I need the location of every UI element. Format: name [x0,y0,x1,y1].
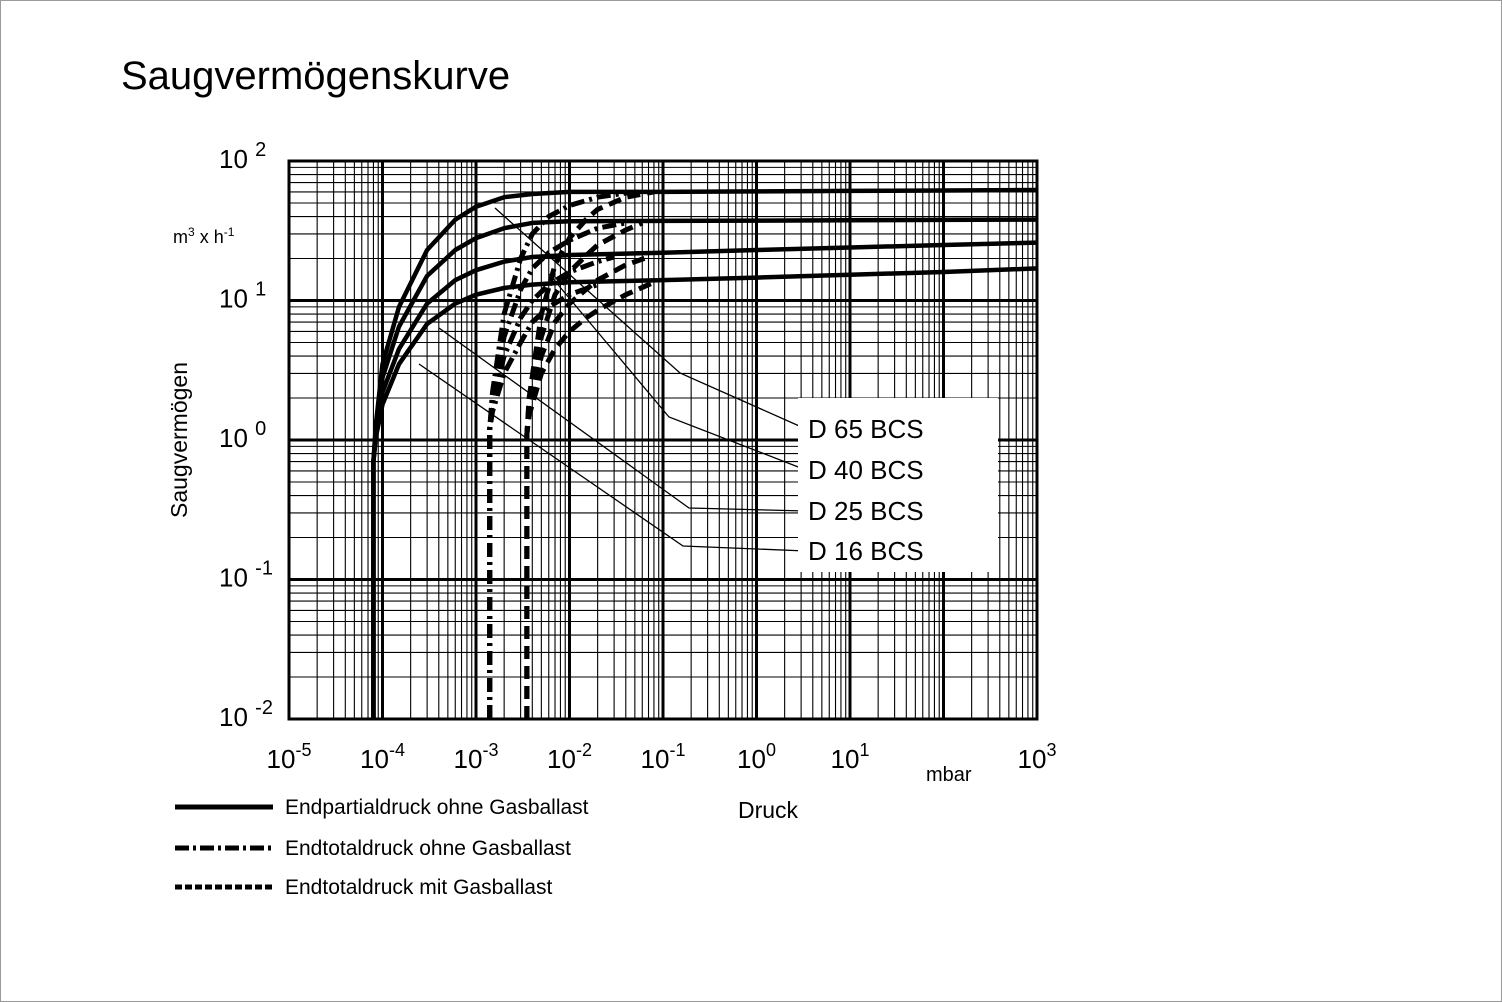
leader-layer [418,207,807,552]
chart-title: Saugvermögenskurve [121,54,510,98]
series-label-layer: D 65 BCS D 40 BCS D 25 BCS D 16 BCS [808,414,924,566]
plot-border [287,159,1039,721]
y-unit-text: m3 x h-1 [173,225,235,247]
y-unit-label: m3 x h-1 [173,225,235,247]
series-line-d-16-bcs-solid [371,266,1038,719]
legend-label: Endtotaldruck ohne Gasballast [285,837,571,860]
x-tick-label: 10-2 [547,740,592,774]
x-tick-label: 103 [1018,740,1057,774]
x-tick-label: 10-3 [454,740,499,774]
leader-line [494,207,807,430]
series-line-d-65-bcs-dashdot [487,189,643,719]
series-label-box [798,398,998,572]
y-tick-label: 10 -1 [219,558,273,593]
x-axis-label: Druck [738,797,799,823]
x-tick-label: 10-1 [641,740,686,774]
y-tick-label: 10 0 [219,418,266,453]
legend-label: Endtotaldruck mit Gasballast [285,876,552,899]
x-unit-label: mbar [926,764,972,786]
grid-layer [289,161,1037,719]
series-line-d-25-bcs-dashed [524,254,650,719]
x-tick-label: 10-4 [360,740,405,774]
y-axis-label: Saugvermögen [166,362,192,518]
y-tick-label: 10 -2 [219,697,273,732]
y-tick-label: 10 1 [219,279,266,314]
series-line-d-16-bcs-dashdot [487,282,599,719]
series-label: D 65 BCS [808,414,924,444]
series-line-d-25-bcs-dashdot [487,254,615,719]
series-line-d-16-bcs-dashed [524,280,655,719]
legend-label: Endpartialdruck ohne Gasballast [285,796,589,819]
leader-line [418,363,807,552]
series-label: D 16 BCS [808,536,924,566]
x-tick-label: 100 [737,740,776,774]
series-label: D 40 BCS [808,455,924,485]
y-tick-labels: 10 2 10 1 10 0 10 -1 10 -2 [219,139,273,732]
y-tick-label: 10 2 [219,139,266,174]
series-label: D 25 BCS [808,496,924,526]
x-tick-label: 101 [831,740,870,774]
x-tick-labels: 10-5 10-4 10-3 10-2 10-1 100 101 103 [267,740,1057,774]
x-tick-label: 10-5 [267,740,312,774]
legend: Endpartialdruck ohne Gasballast Endtotald… [175,796,589,899]
leader-line [548,273,807,471]
leader-line [438,327,807,512]
